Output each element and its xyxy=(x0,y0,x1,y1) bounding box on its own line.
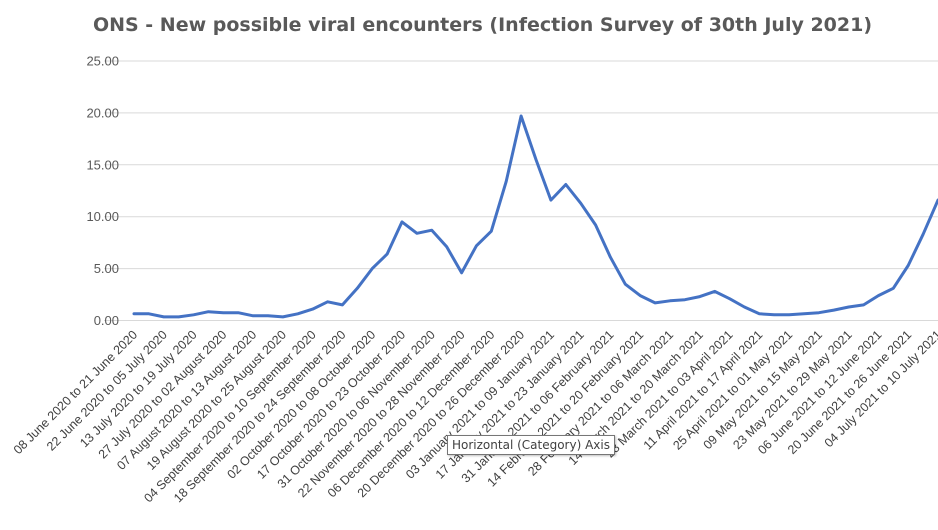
data-point[interactable] xyxy=(877,294,880,297)
data-point[interactable] xyxy=(787,313,791,316)
data-point[interactable] xyxy=(817,311,821,314)
data-point[interactable] xyxy=(728,297,731,300)
data-point[interactable] xyxy=(653,301,657,305)
data-point[interactable] xyxy=(549,198,553,202)
data-point[interactable] xyxy=(207,310,210,313)
data-point[interactable] xyxy=(743,305,746,309)
data-point[interactable] xyxy=(475,244,478,247)
data-point[interactable] xyxy=(847,305,850,309)
data-point[interactable] xyxy=(162,315,165,319)
data-point[interactable] xyxy=(579,202,582,205)
y-tick-label: 5.00 xyxy=(94,261,119,276)
data-point[interactable] xyxy=(892,287,895,290)
data-point[interactable] xyxy=(832,308,835,312)
data-point[interactable] xyxy=(907,264,910,267)
data-point[interactable] xyxy=(430,228,433,232)
data-point[interactable] xyxy=(802,312,806,315)
data-point[interactable] xyxy=(460,271,463,274)
data-point[interactable] xyxy=(713,290,716,293)
data-point[interactable] xyxy=(385,252,389,256)
data-point[interactable] xyxy=(296,312,299,315)
data-point[interactable] xyxy=(400,220,404,224)
data-point[interactable] xyxy=(639,294,642,297)
data-point[interactable] xyxy=(862,303,865,307)
series-layer[interactable] xyxy=(132,114,938,319)
y-axis-ticks: 0.00 5.00 10.00 15.00 20.00 25.00 xyxy=(86,54,119,329)
y-tick-label: 10.00 xyxy=(86,209,119,224)
data-point[interactable] xyxy=(505,180,508,183)
data-point[interactable] xyxy=(147,312,151,315)
data-point[interactable] xyxy=(132,312,136,315)
data-point[interactable] xyxy=(490,230,493,233)
y-tick-label: 20.00 xyxy=(86,105,119,120)
data-point[interactable] xyxy=(326,300,329,304)
data-point[interactable] xyxy=(594,223,597,227)
data-point[interactable] xyxy=(758,312,761,315)
data-point[interactable] xyxy=(177,315,180,319)
data-point[interactable] xyxy=(668,299,672,302)
data-point[interactable] xyxy=(266,314,270,318)
data-point[interactable] xyxy=(534,158,538,161)
data-point[interactable] xyxy=(237,311,240,314)
data-point[interactable] xyxy=(519,114,523,118)
y-tick-label: 25.00 xyxy=(86,54,119,69)
data-point[interactable] xyxy=(698,295,701,298)
data-point[interactable] xyxy=(609,255,612,259)
data-point[interactable] xyxy=(564,183,567,186)
data-point[interactable] xyxy=(415,232,419,235)
data-point[interactable] xyxy=(192,313,195,316)
data-point[interactable] xyxy=(921,233,925,236)
data-point[interactable] xyxy=(624,282,627,286)
gridlines xyxy=(104,60,938,321)
data-point[interactable] xyxy=(311,307,314,311)
data-point[interactable] xyxy=(251,314,255,318)
y-tick-label: 15.00 xyxy=(86,157,119,172)
data-point[interactable] xyxy=(356,287,359,290)
data-point[interactable] xyxy=(341,303,344,307)
data-point[interactable] xyxy=(222,311,225,314)
data-point[interactable] xyxy=(281,315,285,319)
data-point[interactable] xyxy=(371,267,374,270)
chart-title: ONS - New possible viral encounters (Inf… xyxy=(92,14,873,36)
data-point[interactable] xyxy=(773,313,776,316)
data-point[interactable] xyxy=(683,298,687,301)
y-tick-label: 0.00 xyxy=(94,313,119,328)
axis-tooltip: Horizontal (Category) Axis xyxy=(447,435,615,455)
data-point[interactable] xyxy=(445,245,448,249)
